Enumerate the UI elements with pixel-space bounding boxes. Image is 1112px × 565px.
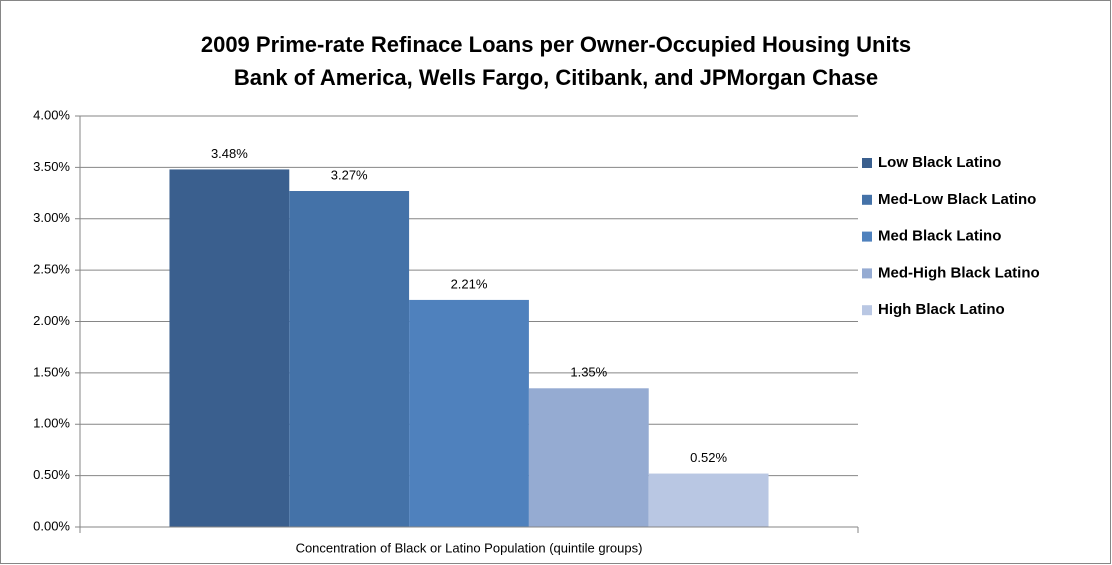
x-tick-label: Concentration of Black or Latino Populat… <box>296 540 643 555</box>
bar <box>169 169 290 527</box>
y-tick-label: 3.50% <box>33 159 70 174</box>
y-tick-label: 3.00% <box>33 210 70 225</box>
bar <box>528 388 649 527</box>
legend-label: Med Black Latino <box>878 228 1001 245</box>
data-label: 1.35% <box>570 365 607 380</box>
legend-swatch <box>862 305 872 316</box>
data-label: 2.21% <box>451 276 488 291</box>
data-label: 3.48% <box>211 146 248 161</box>
bar <box>648 473 769 527</box>
legend-label: Low Black Latino <box>878 154 1001 171</box>
y-tick-label: 0.50% <box>33 467 70 482</box>
legend-label: Med-Low Black Latino <box>878 191 1036 208</box>
legend-swatch <box>862 158 872 168</box>
data-label: 3.27% <box>331 167 368 182</box>
y-tick-label: 1.00% <box>33 416 70 431</box>
y-tick-label: 2.50% <box>33 262 70 277</box>
legend-label: Med-High Black Latino <box>878 264 1040 281</box>
legend-swatch <box>862 268 872 279</box>
y-tick-label: 2.00% <box>33 313 70 328</box>
chart-title: 2009 Prime-rate Refinace Loans per Owner… <box>201 32 911 57</box>
legend-label: High Black Latino <box>878 301 1005 318</box>
y-tick-label: 1.50% <box>33 364 70 379</box>
y-tick-label: 4.00% <box>33 107 70 122</box>
bar <box>289 191 410 527</box>
legend-swatch <box>862 231 872 242</box>
bar <box>409 299 529 527</box>
data-label: 0.52% <box>690 450 727 465</box>
y-tick-label: 0.00% <box>33 518 70 533</box>
chart-subtitle: Bank of America, Wells Fargo, Citibank, … <box>234 65 878 90</box>
legend-swatch <box>862 194 872 205</box>
